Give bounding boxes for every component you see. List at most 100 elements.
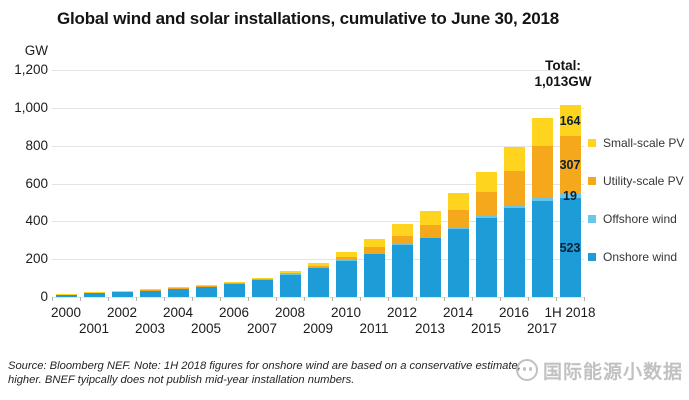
x-axis-tick bbox=[527, 297, 529, 301]
x-tick-label-2013: 2013 bbox=[414, 321, 446, 336]
y-tick-label: 1,000 bbox=[14, 99, 48, 115]
x-tick-label-2006: 2006 bbox=[218, 305, 250, 320]
gridline bbox=[52, 221, 584, 223]
bar-segment-2006-small-scale-pv bbox=[223, 281, 245, 283]
chart-title: Global wind and solar installations, cum… bbox=[57, 9, 560, 28]
gridline bbox=[52, 70, 584, 71]
bar-segment-2010-utility-scale-pv bbox=[335, 257, 357, 260]
bar-segment-2011-offshore-wind bbox=[363, 252, 385, 254]
segment-value-label-onshore-wind: 523 bbox=[559, 240, 581, 255]
watermark-text: 国际能源小数据 bbox=[543, 360, 684, 383]
x-tick-label-2010: 2010 bbox=[330, 305, 362, 320]
x-tick-label-2005: 2005 bbox=[190, 321, 222, 336]
bar-segment-2001-onshore-wind bbox=[83, 292, 105, 297]
x-axis-tick bbox=[107, 297, 109, 301]
bar-segment-1H 2018-offshore-wind bbox=[559, 194, 581, 199]
bar-2011 bbox=[360, 70, 388, 297]
bar-2016 bbox=[500, 70, 528, 297]
legend-item-onshore-wind: Onshore wind bbox=[588, 250, 677, 264]
x-axis-tick bbox=[135, 297, 137, 301]
bar-segment-2008-onshore-wind bbox=[279, 274, 301, 297]
bar-segment-1H 2018-small-scale-pv bbox=[559, 105, 581, 137]
bar-2015 bbox=[472, 70, 500, 297]
bar-2001 bbox=[80, 70, 108, 297]
bar-segment-2000-onshore-wind bbox=[55, 293, 77, 297]
x-tick-label-2008: 2008 bbox=[274, 305, 306, 320]
bar-segment-2017-offshore-wind bbox=[531, 196, 553, 201]
total-annotation-line1: Total: bbox=[545, 58, 581, 73]
bar-segment-2004-small-scale-pv bbox=[167, 287, 189, 288]
x-tick-label-2003: 2003 bbox=[134, 321, 166, 336]
bar-segment-2010-offshore-wind bbox=[335, 259, 357, 261]
small-scale-pv-swatch-icon bbox=[588, 139, 596, 147]
total-annotation: Total: 1,013GW bbox=[513, 58, 613, 89]
bar-2012 bbox=[388, 70, 416, 297]
bar-segment-2016-offshore-wind bbox=[503, 205, 525, 208]
x-axis-tick bbox=[79, 297, 81, 301]
segment-value-label-offshore-wind: 19 bbox=[563, 189, 577, 204]
bar-segment-2003-small-scale-pv bbox=[139, 289, 161, 290]
x-axis-tick bbox=[51, 297, 53, 301]
x-axis-tick bbox=[471, 297, 473, 301]
bar-segment-2011-onshore-wind bbox=[363, 253, 385, 297]
bar-segment-1H 2018-utility-scale-pv bbox=[559, 136, 581, 195]
x-tick-label-2004: 2004 bbox=[162, 305, 194, 320]
bar-2008 bbox=[276, 70, 304, 297]
onshore-wind-swatch-icon bbox=[588, 253, 596, 261]
bar-2007 bbox=[248, 70, 276, 297]
x-axis-tick bbox=[191, 297, 193, 301]
y-tick-label: 800 bbox=[25, 137, 48, 153]
legend-label: Utility-scale PV bbox=[603, 174, 684, 188]
legend-item-small-scale-pv: Small-scale PV bbox=[588, 136, 685, 150]
bar-2014 bbox=[444, 70, 472, 297]
bar-segment-2009-onshore-wind bbox=[307, 267, 329, 297]
gridline bbox=[52, 107, 584, 109]
footnote-line2: higher. BNEF tyipcally does not publish … bbox=[8, 374, 355, 386]
bar-segment-2008-small-scale-pv bbox=[279, 271, 301, 274]
bar-segment-2013-small-scale-pv bbox=[419, 210, 441, 225]
x-axis-tick bbox=[331, 297, 333, 301]
x-tick-label-2012: 2012 bbox=[386, 305, 418, 320]
x-axis-tick bbox=[583, 297, 585, 301]
x-tick-label-2015: 2015 bbox=[470, 321, 502, 336]
bar-segment-2005-onshore-wind bbox=[195, 286, 217, 297]
bar-segment-2004-onshore-wind bbox=[167, 288, 189, 297]
bar-segment-2014-utility-scale-pv bbox=[447, 210, 469, 228]
bar-2017 bbox=[528, 70, 556, 297]
bar-segment-2017-onshore-wind bbox=[531, 200, 553, 297]
x-axis-tick bbox=[443, 297, 445, 301]
bar-segment-2015-utility-scale-pv bbox=[475, 192, 497, 216]
y-axis-unit-label: GW bbox=[24, 43, 48, 58]
bar-segment-2009-small-scale-pv bbox=[307, 262, 329, 266]
bar-segment-2011-small-scale-pv bbox=[363, 238, 385, 248]
bar-segment-2010-small-scale-pv bbox=[335, 251, 357, 258]
bar-2005 bbox=[192, 70, 220, 297]
x-tick-label-2001: 2001 bbox=[78, 321, 110, 336]
y-tick-label: 200 bbox=[25, 251, 48, 267]
watermark: 国际能源小数据 bbox=[516, 352, 688, 388]
utility-scale-pv-swatch-icon bbox=[588, 177, 596, 185]
bar-2004 bbox=[164, 70, 192, 297]
x-axis-tick bbox=[555, 297, 557, 301]
x-tick-label-2000: 2000 bbox=[50, 305, 82, 320]
bar-segment-2016-onshore-wind bbox=[503, 207, 525, 297]
bar-segment-2007-onshore-wind bbox=[251, 279, 273, 297]
legend-label: Offshore wind bbox=[603, 212, 677, 226]
bar-segment-2016-small-scale-pv bbox=[503, 147, 525, 172]
bar-2009 bbox=[304, 70, 332, 297]
x-tick-label-2014: 2014 bbox=[442, 305, 474, 320]
total-annotation-line2: 1,013GW bbox=[534, 73, 592, 89]
bar-segment-2011-utility-scale-pv bbox=[363, 247, 385, 253]
y-tick-label: 0 bbox=[40, 289, 48, 304]
y-tick-label: 1,200 bbox=[14, 62, 48, 77]
plot-area: 523 19 307 164 bbox=[52, 70, 584, 298]
legend-label: Small-scale PV bbox=[603, 136, 685, 150]
x-tick-label-2002: 2002 bbox=[106, 305, 138, 320]
bar-segment-2012-small-scale-pv bbox=[391, 224, 413, 237]
bar-2013 bbox=[416, 70, 444, 297]
bar-segment-2012-offshore-wind bbox=[391, 244, 413, 246]
y-tick-label: 600 bbox=[25, 175, 48, 191]
x-tick-label-2016: 2016 bbox=[498, 305, 530, 320]
bar-segment-2015-offshore-wind bbox=[475, 215, 497, 218]
